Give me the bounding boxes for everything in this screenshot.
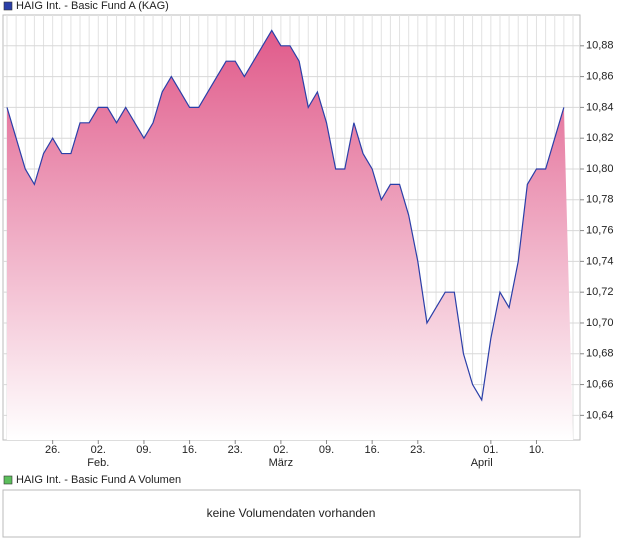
- legend-swatch: [3, 1, 13, 11]
- y-tick-label: 10,64: [586, 409, 614, 421]
- month-label: Feb.: [87, 457, 109, 469]
- y-tick-label: 10,70: [586, 317, 614, 329]
- y-tick-label: 10,66: [586, 378, 614, 390]
- y-tick-label: 10,76: [586, 224, 614, 236]
- legend-label: HAIG Int. - Basic Fund A (KAG): [16, 0, 169, 12]
- x-tick-label: 26.: [45, 444, 60, 456]
- month-label: März: [269, 457, 293, 469]
- volume-panel: [2, 489, 581, 538]
- y-tick-label: 10,86: [586, 71, 614, 83]
- y-tick-label: 10,80: [586, 163, 614, 175]
- area: [7, 30, 573, 440]
- legend-label: HAIG Int. - Basic Fund A Volumen: [16, 474, 181, 486]
- y-tick-label: 10,82: [586, 132, 614, 144]
- y-tick-label: 10,68: [586, 348, 614, 360]
- x-tick-label: 02.: [273, 444, 288, 456]
- x-tick-label: 09.: [136, 444, 151, 456]
- y-tick-label: 10,74: [586, 255, 614, 267]
- x-tick-label: 01.: [483, 444, 498, 456]
- x-tick-label: 23.: [228, 444, 243, 456]
- y-tick-label: 10,72: [586, 286, 614, 298]
- x-tick-label: 09.: [319, 444, 334, 456]
- x-tick-label: 16.: [182, 444, 197, 456]
- x-tick-label: 10.: [529, 444, 544, 456]
- y-tick-label: 10,78: [586, 194, 614, 206]
- volume-message: keine Volumendaten vorhanden: [207, 506, 376, 520]
- x-tick-label: 23.: [410, 444, 425, 456]
- y-tick-label: 10,84: [586, 101, 614, 113]
- line: [6, 29, 565, 402]
- x-tick-label: 16.: [365, 444, 380, 456]
- y-tick-label: 10,88: [586, 40, 614, 52]
- legend-swatch: [3, 475, 13, 485]
- month-label: April: [471, 457, 493, 469]
- x-tick-label: 02.: [91, 444, 106, 456]
